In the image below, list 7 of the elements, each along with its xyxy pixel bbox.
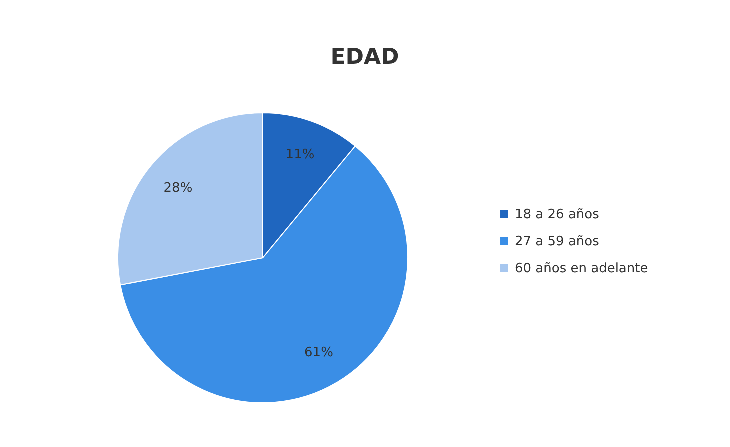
data-label: 11%	[286, 148, 315, 163]
data-label: 61%	[304, 346, 334, 361]
legend-label: 27 a 59 años	[515, 234, 600, 250]
data-label: 28%	[164, 180, 193, 196]
legend-label: 18 a 26 años	[515, 208, 600, 222]
legend-label: 60 años en adelante	[515, 262, 648, 276]
chart-title: EDAD	[330, 45, 400, 70]
